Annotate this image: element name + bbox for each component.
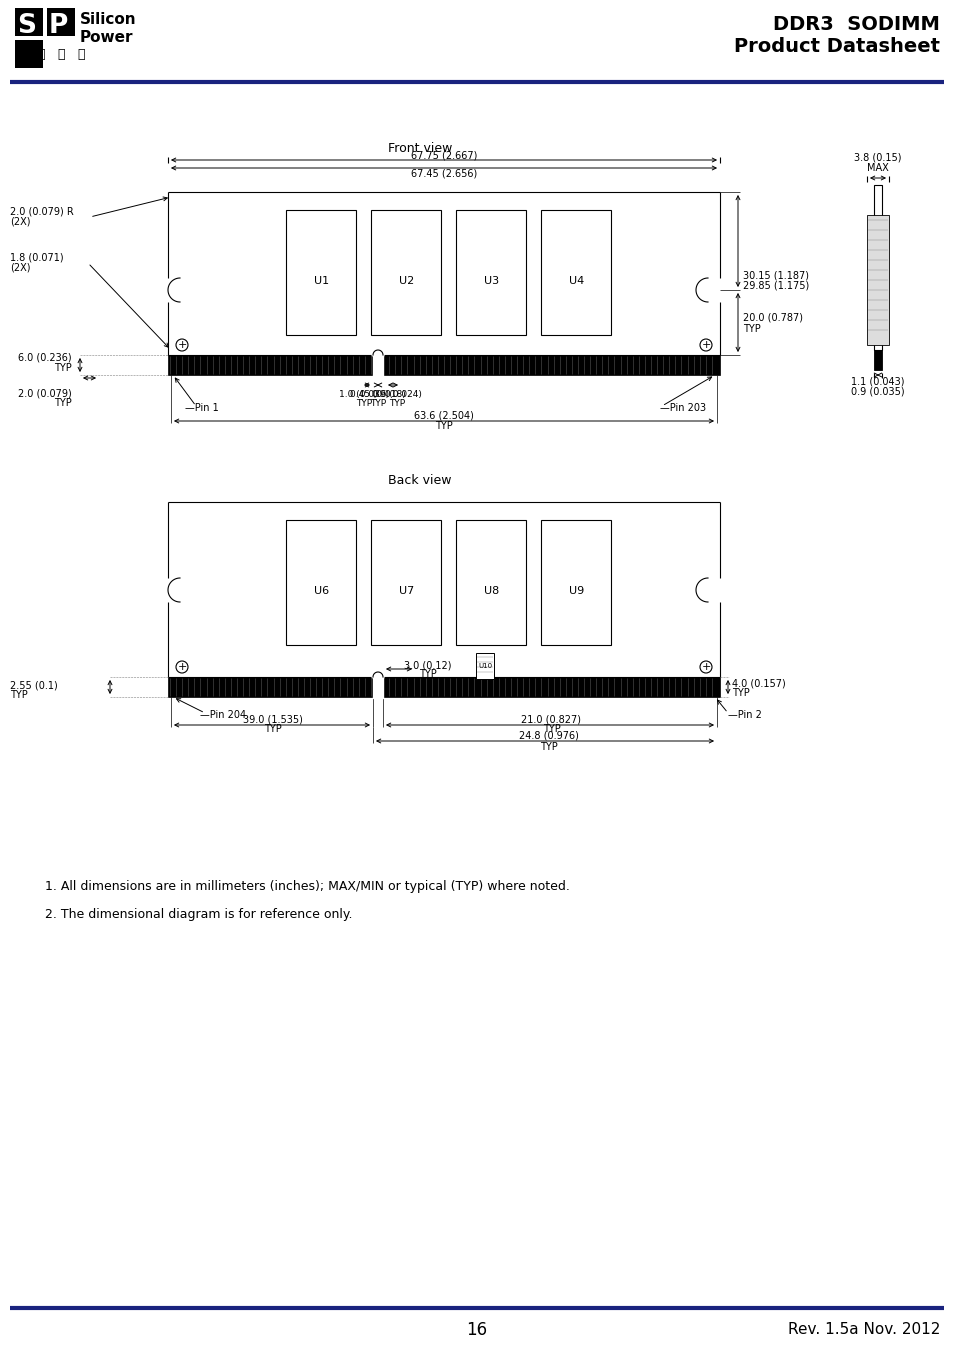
Text: 39.0 (1.535): 39.0 (1.535) (243, 714, 303, 724)
Text: S: S (17, 14, 36, 39)
Text: TYP: TYP (539, 743, 558, 752)
Bar (476, 653, 494, 679)
Text: 1.0 (0.039): 1.0 (0.039) (338, 390, 389, 400)
Text: —Pin 204: —Pin 204 (200, 710, 246, 720)
Text: 1.8 (0.071): 1.8 (0.071) (10, 252, 64, 263)
Text: U8: U8 (483, 586, 498, 595)
Bar (371, 520, 441, 645)
Text: TYP: TYP (355, 400, 372, 409)
Text: 29.85 (1.175): 29.85 (1.175) (742, 281, 808, 292)
Text: U7: U7 (398, 586, 414, 595)
Text: MAX: MAX (866, 163, 888, 173)
Text: 0.6 (0.024): 0.6 (0.024) (372, 390, 421, 400)
Text: Product Datasheet: Product Datasheet (733, 36, 939, 55)
Text: +: + (700, 662, 710, 672)
Text: U4: U4 (568, 275, 583, 285)
Text: TYP: TYP (54, 398, 71, 408)
Bar (286, 520, 356, 645)
Text: —Pin 2: —Pin 2 (727, 710, 761, 720)
Text: 3.0 (0.12): 3.0 (0.12) (404, 660, 452, 670)
Text: U9: U9 (568, 586, 583, 595)
Bar (541, 211, 611, 335)
Bar (47, 8, 75, 36)
Text: U1: U1 (314, 275, 329, 285)
Text: 辺: 辺 (77, 49, 85, 61)
Text: 3.8 (0.15): 3.8 (0.15) (853, 153, 901, 163)
Text: Rev. 1.5a Nov. 2012: Rev. 1.5a Nov. 2012 (787, 1323, 939, 1338)
Text: 1. All dimensions are in millimeters (inches); MAX/MIN or typical (TYP) where no: 1. All dimensions are in millimeters (in… (45, 880, 569, 892)
Text: 2.0 (0.079) R: 2.0 (0.079) R (10, 207, 73, 217)
Text: 0.45 (0.018): 0.45 (0.018) (350, 390, 405, 400)
Text: TYP: TYP (10, 690, 28, 701)
Text: Back view: Back view (388, 474, 452, 486)
Text: Silicon: Silicon (80, 12, 136, 27)
Text: TYP: TYP (435, 421, 453, 431)
Text: —Pin 1: —Pin 1 (185, 404, 218, 413)
Bar (866, 215, 888, 346)
Bar (168, 676, 720, 697)
Text: 30.15 (1.187): 30.15 (1.187) (742, 271, 808, 281)
Text: 2.55 (0.1): 2.55 (0.1) (10, 680, 58, 690)
Text: Power: Power (80, 30, 133, 45)
Text: +: + (700, 340, 710, 350)
Text: TYP: TYP (418, 670, 436, 679)
Text: +: + (177, 340, 187, 350)
Text: U3: U3 (483, 275, 498, 285)
Circle shape (175, 339, 188, 351)
Text: 63.6 (2.504): 63.6 (2.504) (414, 410, 474, 420)
Circle shape (175, 662, 188, 674)
Text: 2. The dimensional diagram is for reference only.: 2. The dimensional diagram is for refere… (45, 909, 352, 921)
Bar (168, 355, 720, 375)
Bar (15, 8, 43, 36)
Text: 2.0 (0.079): 2.0 (0.079) (18, 387, 71, 398)
Text: 1.1 (0.043): 1.1 (0.043) (850, 377, 903, 387)
Bar (541, 520, 611, 645)
Text: (2X): (2X) (10, 217, 30, 227)
Text: 21.0 (0.827): 21.0 (0.827) (521, 714, 581, 724)
Text: (2X): (2X) (10, 263, 30, 273)
Text: —Pin 203: —Pin 203 (659, 404, 705, 413)
Circle shape (700, 662, 711, 674)
Text: 0.9 (0.035): 0.9 (0.035) (850, 387, 903, 397)
Circle shape (700, 339, 711, 351)
Text: TYP: TYP (389, 400, 405, 409)
Text: 16: 16 (466, 1322, 487, 1339)
Text: +: + (177, 662, 187, 672)
Text: TYP: TYP (264, 724, 281, 734)
Text: TYP: TYP (742, 324, 760, 333)
Text: U6: U6 (314, 586, 329, 595)
Text: Front view: Front view (388, 142, 452, 154)
Bar (873, 185, 882, 350)
Bar (456, 211, 526, 335)
Text: U10: U10 (478, 663, 492, 670)
Text: 6.0 (0.236): 6.0 (0.236) (18, 352, 71, 363)
Text: 4.0 (0.157): 4.0 (0.157) (731, 678, 785, 688)
Text: 24.8 (0.976): 24.8 (0.976) (518, 730, 578, 740)
Bar (371, 211, 441, 335)
Text: TYP: TYP (370, 400, 386, 409)
Text: DDR3  SODIMM: DDR3 SODIMM (772, 15, 939, 34)
Bar (873, 350, 882, 370)
Text: 廣: 廣 (17, 49, 25, 61)
Text: U2: U2 (398, 275, 414, 285)
Text: 67.75 (2.667): 67.75 (2.667) (411, 150, 476, 161)
Text: TYP: TYP (542, 724, 559, 734)
Text: 20.0 (0.787): 20.0 (0.787) (742, 312, 802, 323)
Text: P: P (49, 14, 69, 39)
Text: 頻: 頻 (37, 49, 45, 61)
Text: 67.45 (2.656): 67.45 (2.656) (411, 167, 476, 178)
Text: TYP: TYP (731, 688, 749, 698)
Bar (286, 211, 356, 335)
Bar (456, 520, 526, 645)
Text: TYP: TYP (54, 363, 71, 373)
Bar (15, 40, 43, 68)
Text: 電: 電 (57, 49, 65, 61)
